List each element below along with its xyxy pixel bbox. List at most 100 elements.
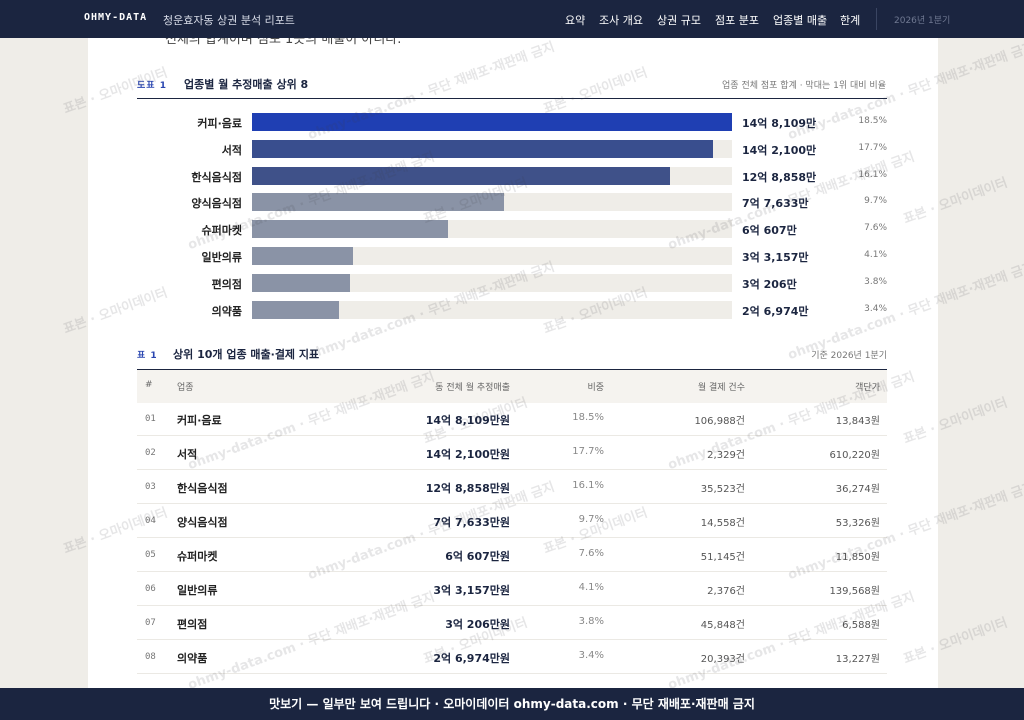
bar-track — [252, 247, 732, 265]
table-cell: 6억 607만원 — [445, 550, 510, 563]
bar-value: 7억 7,633만 — [742, 197, 809, 211]
bar — [252, 139, 713, 158]
bar-track — [252, 273, 732, 292]
chart-subtitle: 업종 전체 점포 합계 · 막대는 1위 대비 비율 — [722, 81, 886, 91]
table-cell: 2,329건 — [707, 450, 745, 461]
table-cell: 7억 7,633만원 — [433, 516, 510, 529]
nav-link[interactable]: 한계 — [840, 14, 861, 27]
bar-value: 2억 6,974만 — [742, 304, 809, 318]
share: 4.1% — [864, 250, 887, 260]
table-cell: 16.1% — [572, 480, 604, 491]
table-cell: 2억 6,974만원 — [433, 652, 510, 665]
bar-label: 일반의류 — [201, 251, 242, 264]
logo[interactable]: OHMY-DATA — [84, 12, 148, 23]
table-cell: 커피·음료 — [177, 414, 222, 427]
table-cell: 51,145건 — [700, 552, 745, 563]
nav-link[interactable]: 점포 분포 — [715, 14, 759, 27]
bar-label: 편의점 — [211, 277, 242, 291]
table-cell: 20,393건 — [700, 654, 745, 665]
period: 2026년 1분기 — [894, 16, 951, 26]
column-header: 월 결제 건수 — [697, 383, 745, 393]
bar-label: 의약품 — [211, 304, 242, 318]
table-cell: 08 — [145, 652, 156, 662]
table-cell: 45,848건 — [700, 620, 745, 631]
nav-link[interactable]: 요약 — [565, 14, 586, 27]
column-header: 동 전체 월 추정매출 — [435, 383, 510, 393]
table-cell: 106,988건 — [694, 416, 745, 427]
table-cell: 12억 8,858만원 — [425, 482, 510, 495]
bar-track — [252, 300, 732, 319]
row-line — [137, 673, 887, 674]
row-line — [137, 469, 887, 470]
table-cell: 서적 — [177, 448, 198, 461]
table-cell: 07 — [145, 618, 156, 628]
table-cell: 06 — [145, 584, 156, 594]
table-cell: 11,850원 — [835, 552, 880, 563]
chart-title: 업종별 월 추정매출 상위 8 — [184, 78, 309, 91]
table-cell: 36,274원 — [835, 484, 880, 495]
column-header: 비중 — [587, 383, 604, 393]
table-cell: 일반의류 — [177, 584, 218, 597]
share: 16.1% — [858, 169, 887, 180]
share: 17.7% — [858, 142, 887, 153]
table-cell: 03 — [145, 482, 156, 492]
row-line — [137, 537, 887, 538]
bar — [252, 166, 670, 185]
row-line — [137, 503, 887, 504]
row-line — [137, 571, 887, 572]
table-cell: 9.7% — [578, 514, 604, 525]
table-cell: 17.7% — [572, 446, 604, 457]
table-cell: 01 — [145, 414, 156, 424]
table-head-bg — [137, 369, 887, 403]
table-cell: 18.5% — [572, 412, 604, 423]
nav-link[interactable]: 업종별 매출 — [773, 14, 828, 27]
bar-label: 한식음식점 — [191, 170, 242, 184]
bar — [252, 247, 353, 265]
share: 18.5% — [858, 116, 887, 126]
rule — [137, 98, 887, 99]
table-cell: 3.4% — [578, 650, 604, 661]
bar-value: 3억 3,157만 — [742, 251, 809, 264]
row-line — [137, 605, 887, 606]
top-bar: OHMY-DATA 청운효자동 상권 분석 리포트 2026년 1분기 요약 조사… — [0, 0, 1024, 38]
table-cell: 슈퍼마켓 — [177, 550, 218, 563]
table-cell: 3억 206만원 — [445, 618, 510, 631]
table-cell: 13,227원 — [835, 654, 880, 665]
bar — [252, 220, 449, 239]
table-cell: 139,568원 — [829, 586, 880, 597]
column-header: # — [145, 380, 153, 390]
bar-label: 서적 — [221, 143, 242, 157]
bar — [252, 193, 504, 212]
table-cell: 2,376건 — [707, 586, 745, 597]
table-label: 표 1 — [137, 351, 158, 361]
table-cell: 14,558건 — [700, 518, 745, 529]
bar-value: 6억 607만 — [742, 224, 797, 238]
table-cell: 14억 2,100만원 — [425, 448, 510, 461]
table-cell: 02 — [145, 448, 156, 458]
table-cell: 7.6% — [578, 548, 604, 559]
bar-value: 3억 206만 — [742, 277, 797, 291]
bar — [252, 273, 350, 292]
bar — [252, 113, 732, 131]
table-cell: 3억 3,157만원 — [433, 584, 510, 597]
nav-link[interactable]: 상권 규모 — [657, 14, 701, 27]
table-cell: 양식음식점 — [177, 516, 228, 529]
table-cell: 14억 8,109만원 — [425, 414, 510, 427]
bar — [252, 300, 340, 319]
bar-label: 양식음식점 — [191, 197, 242, 211]
table-cell: 04 — [145, 516, 156, 526]
table-cell: 의약품 — [177, 652, 208, 665]
bar-value: 14억 2,100만 — [742, 143, 817, 157]
table-cell: 6,588원 — [842, 620, 880, 631]
figure-label: 도표 1 — [137, 81, 167, 91]
table-cell: 05 — [145, 550, 156, 560]
nav-link[interactable]: 조사 개요 — [599, 14, 643, 27]
table-cell: 한식음식점 — [177, 482, 228, 495]
table-cell: 편의점 — [177, 618, 208, 631]
table-note: 기준 2026년 1분기 — [811, 351, 887, 361]
table-cell: 4.1% — [578, 582, 604, 593]
table-cell: 3.8% — [578, 616, 604, 627]
column-header: 객단가 — [855, 383, 880, 393]
table-cell: 53,326원 — [835, 518, 880, 529]
